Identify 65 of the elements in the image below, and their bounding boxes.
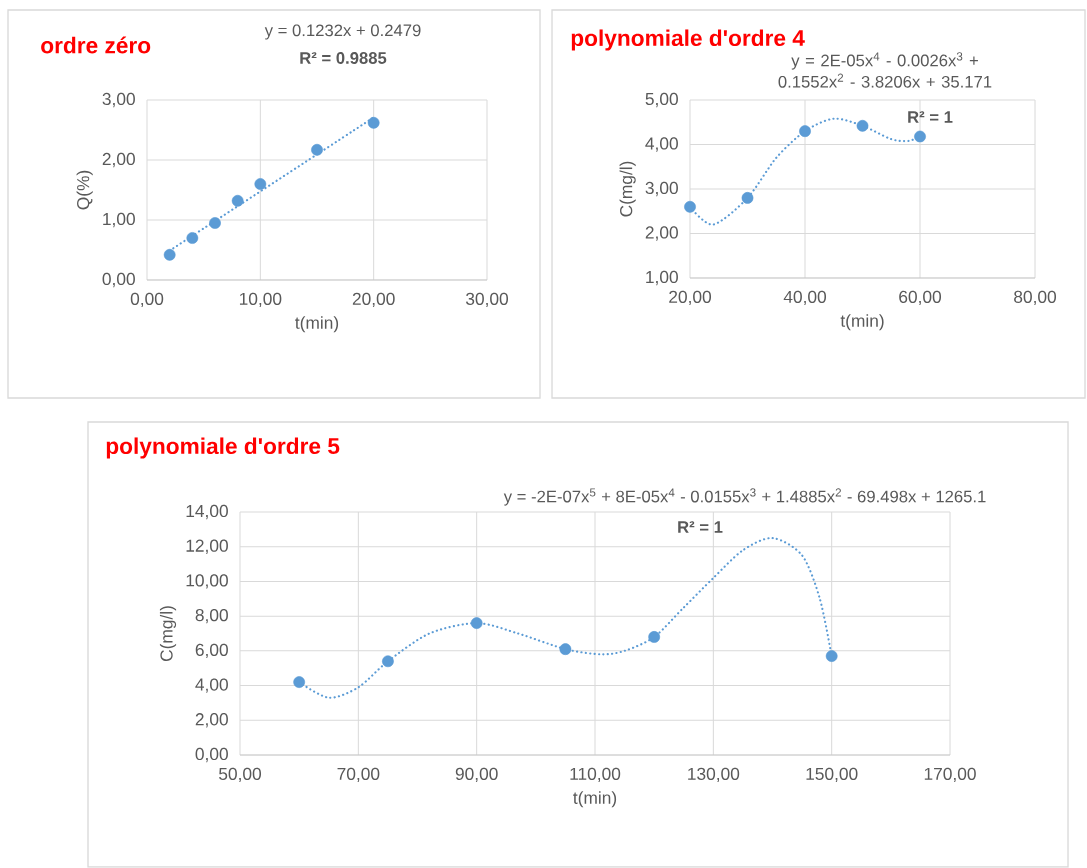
point bbox=[163, 249, 176, 261]
x-axis-title: t(min) bbox=[840, 314, 884, 331]
point bbox=[825, 650, 838, 663]
x-tick-label: 0,00 bbox=[130, 292, 164, 308]
point bbox=[231, 195, 244, 207]
point bbox=[914, 130, 926, 143]
x-tick-label: 70,00 bbox=[337, 767, 380, 783]
point bbox=[382, 655, 394, 668]
text: R² = 0.9885 bbox=[300, 52, 387, 65]
point bbox=[311, 144, 323, 156]
x-tick-label: 20,00 bbox=[669, 290, 712, 306]
y-tick-label: 2,00 bbox=[102, 152, 135, 168]
y-axis-title: C(mg/l) bbox=[159, 606, 177, 662]
y-axis-title: C(mg/l) bbox=[619, 161, 636, 217]
y-axis-title: Q(%) bbox=[76, 171, 93, 210]
point bbox=[856, 120, 869, 132]
x-tick-label: 20,00 bbox=[352, 292, 395, 308]
y-tick-label: 14,00 bbox=[186, 504, 228, 520]
chart-title: ordre zéro bbox=[41, 36, 151, 54]
x-axis-title: t(min) bbox=[295, 316, 339, 333]
point bbox=[648, 631, 661, 643]
annotation: R² = 1 bbox=[678, 521, 723, 533]
x-tick-label: 90,00 bbox=[455, 767, 498, 783]
y-tick-label: 0,00 bbox=[195, 747, 228, 763]
y-tick-label: 1,00 bbox=[103, 212, 135, 228]
point bbox=[799, 125, 811, 138]
y-tick-label: 3,00 bbox=[645, 181, 678, 197]
y-tick-label: 4,00 bbox=[195, 678, 228, 693]
chart-title: polynomiale d'ordre 4 bbox=[571, 29, 805, 51]
x-tick-label: 130,00 bbox=[688, 767, 740, 783]
y-tick-label: 2,00 bbox=[645, 226, 678, 241]
point bbox=[470, 617, 483, 630]
x-tick-label: 80,00 bbox=[1014, 290, 1057, 306]
y-tick-label: 2,00 bbox=[195, 713, 228, 728]
text: y = 0.1232x + 0.2479 bbox=[264, 24, 421, 40]
y-tick-label: 5,00 bbox=[645, 92, 678, 108]
point bbox=[254, 178, 267, 191]
y-tick-label: 4,00 bbox=[645, 137, 678, 152]
y-tick-label: 3,00 bbox=[102, 92, 135, 108]
x-axis-title: t(min) bbox=[573, 791, 617, 808]
point bbox=[367, 117, 380, 129]
point bbox=[559, 643, 572, 656]
x-tick-label: 150,00 bbox=[806, 767, 858, 783]
y-tick-label: 6,00 bbox=[195, 643, 228, 659]
point bbox=[186, 232, 199, 245]
y-tick-label: 0,00 bbox=[102, 272, 135, 288]
y-tick-label: 1,00 bbox=[646, 270, 678, 286]
point bbox=[209, 217, 221, 230]
y-tick-label: 12,00 bbox=[186, 539, 228, 555]
x-tick-label: 170,00 bbox=[924, 767, 976, 783]
point bbox=[293, 676, 306, 689]
y-tick-label: 8,00 bbox=[195, 609, 228, 624]
chart-title: polynomiale d'ordre 5 bbox=[106, 437, 340, 459]
x-tick-label: 10,00 bbox=[239, 292, 282, 308]
point bbox=[684, 201, 696, 213]
x-tick-label: 30,00 bbox=[465, 292, 509, 308]
x-tick-label: 40,00 bbox=[783, 290, 827, 306]
x-tick-label: 60,00 bbox=[899, 290, 942, 306]
text: y = -2E-07x$^{5}$ + 8E-05x$^{4}$ - 0.0155x$^{3}$ + 1.4885x$^{2}$ - 69.498x + 1265.1 bbox=[503, 488, 986, 506]
x-tick-label: 110,00 bbox=[570, 767, 621, 783]
x-tick-label: 50,00 bbox=[219, 767, 262, 783]
y-tick-label: 10,00 bbox=[186, 574, 228, 589]
text: y = 2E-05x$^{4}$ - 0.0026x$^{3}$ + 0.1552x$^{2}$ - 3.8206x + 35.171 bbox=[778, 52, 992, 88]
annotation: R² = 1 bbox=[908, 111, 953, 123]
point bbox=[741, 192, 754, 204]
